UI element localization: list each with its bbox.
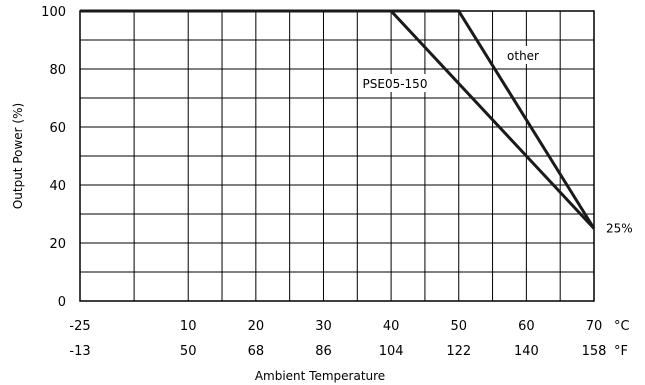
x-tick-label-fahrenheit: 68 — [248, 344, 265, 359]
unit-celsius: °C — [614, 319, 630, 334]
x-tick-label-celsius: 30 — [315, 319, 332, 334]
y-tick-label: 40 — [49, 179, 66, 194]
series-line-pse05-150 — [80, 9, 596, 230]
series-label-other-bg — [498, 46, 548, 64]
y-tick-label: 100 — [41, 5, 66, 20]
unit-fahrenheit: °F — [614, 344, 628, 359]
x-tick-label-celsius: 20 — [248, 319, 265, 334]
x-tick-label-celsius: -25 — [69, 319, 90, 334]
tick-labels: 0 20 40 60 80 100 -25 -13 10 50 20 68 30 86 40 104 50 122… — [41, 5, 629, 359]
series-label-other: other — [507, 49, 539, 63]
end-value-annotation: 25% — [606, 222, 633, 236]
series-label-pse05-150: PSE05-150 — [363, 77, 428, 91]
x-tick-label-celsius: 40 — [383, 319, 400, 334]
y-axis-title: Output Power (%) — [11, 103, 25, 209]
y-tick-label: 60 — [49, 121, 66, 136]
x-tick-label-fahrenheit: 86 — [315, 344, 332, 359]
series-labels: PSE05-150 other 25% — [360, 46, 633, 236]
x-axis-title: Ambient Temperature — [255, 369, 385, 383]
y-tick-label: 0 — [58, 295, 66, 310]
x-tick-label-celsius: 50 — [450, 319, 467, 334]
x-tick-label-celsius: 60 — [518, 319, 535, 334]
x-tick-label-fahrenheit: 50 — [180, 344, 197, 359]
x-tick-label-fahrenheit: 158 — [582, 344, 607, 359]
series-line-other — [80, 9, 596, 230]
y-tick-label: 80 — [49, 63, 66, 78]
x-tick-label-fahrenheit: -13 — [69, 344, 90, 359]
x-tick-label-celsius: 10 — [180, 319, 197, 334]
x-tick-label-fahrenheit: 140 — [514, 344, 539, 359]
x-tick-label-celsius: 70 — [586, 319, 603, 334]
series-lines — [80, 9, 596, 230]
x-tick-label-fahrenheit: 104 — [379, 344, 404, 359]
series-label-pse05-150-bg — [360, 74, 430, 92]
y-tick-label: 20 — [49, 237, 66, 252]
x-tick-label-fahrenheit: 122 — [446, 344, 471, 359]
